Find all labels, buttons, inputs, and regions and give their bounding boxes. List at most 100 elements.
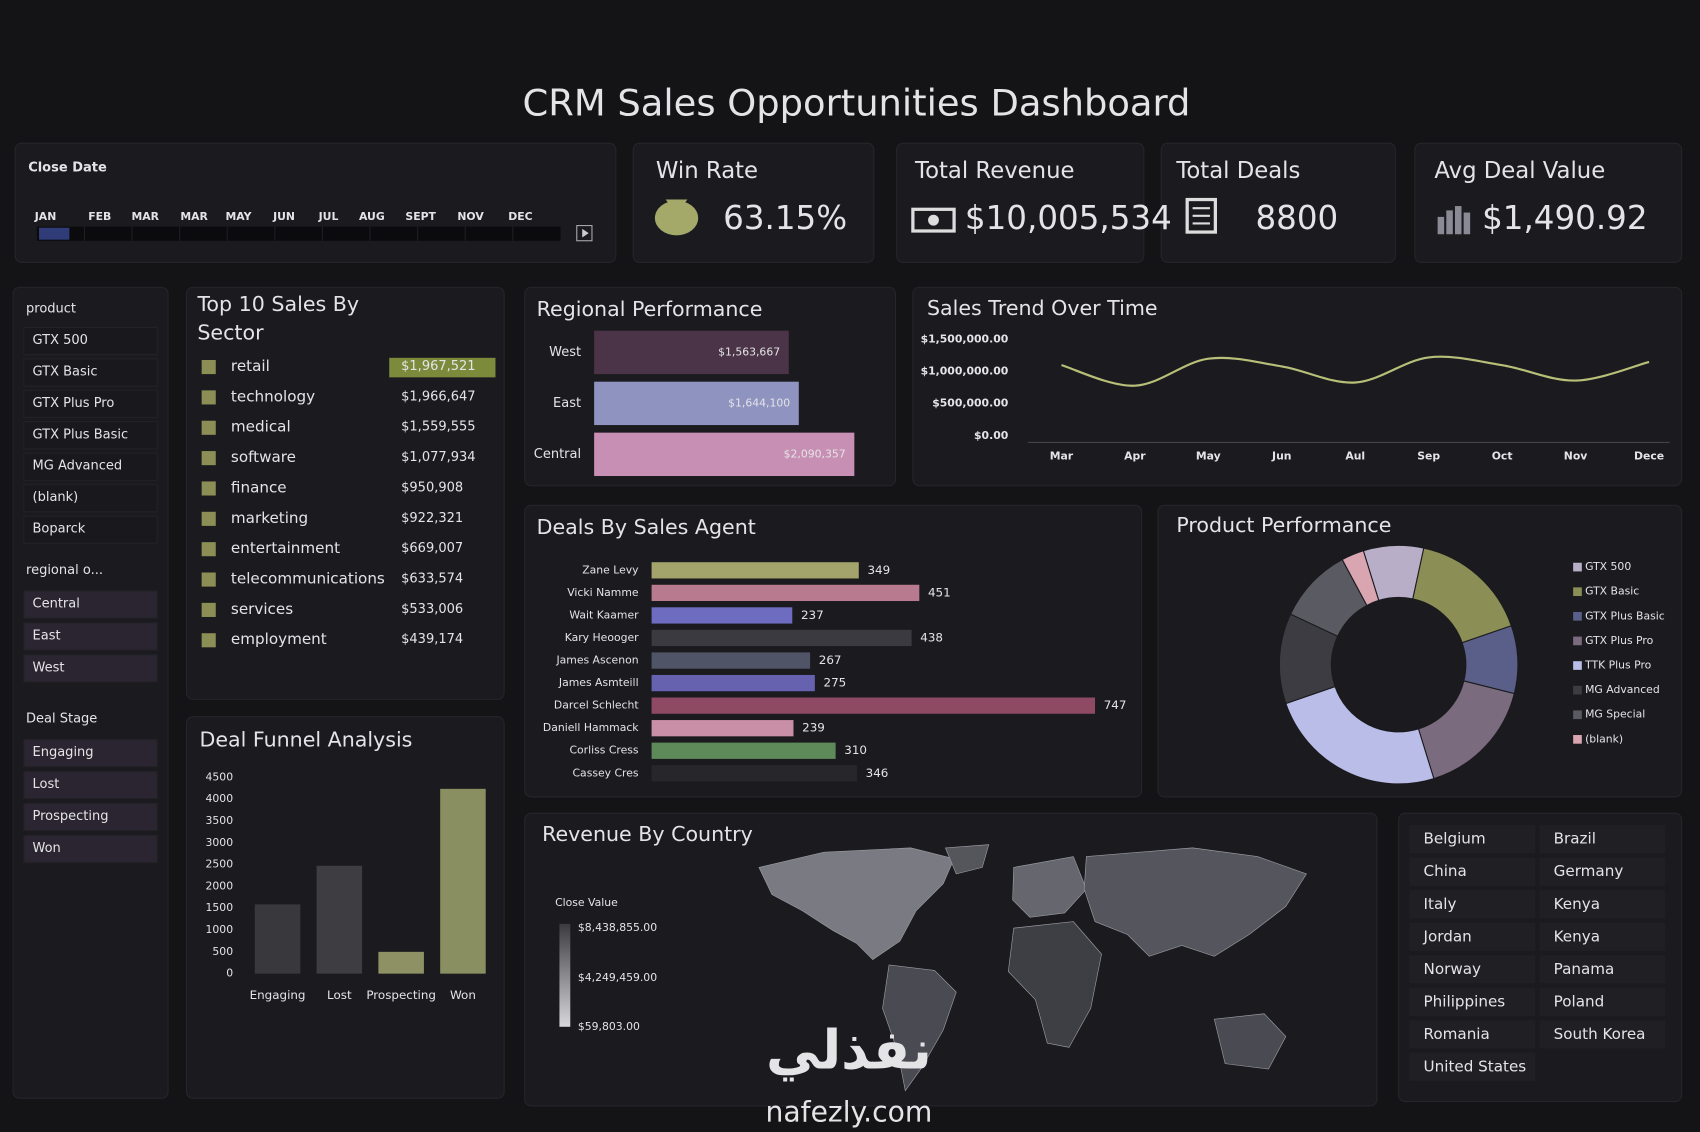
map-region (758, 847, 955, 960)
sector-name: software (231, 448, 296, 466)
x-tick-label: Dece (1634, 449, 1664, 462)
month-label: JUN (272, 210, 295, 223)
timeline-selection[interactable] (39, 227, 70, 240)
kpi-label: Avg Deal Value (1434, 158, 1605, 184)
donut-slice (1341, 550, 1380, 607)
slicer-item-label: GTX 500 (33, 333, 88, 348)
country-name: South Korea (1554, 1025, 1646, 1043)
bar (651, 584, 920, 602)
country-name: Panama (1554, 960, 1615, 978)
country-name: Germany (1554, 862, 1624, 880)
category-label: Darcel Schlecht (554, 699, 639, 712)
table-cell (1539, 890, 1666, 919)
table-cell (1539, 1020, 1666, 1049)
month-label: MAR (180, 210, 208, 223)
legend-label: TTK Plus Pro (1584, 659, 1652, 672)
slicer-item[interactable] (23, 654, 158, 683)
sector-name: employment (231, 630, 327, 648)
country-name: Jordan (1423, 927, 1472, 945)
month-label: DEC (508, 210, 532, 223)
month-label: JUL (318, 210, 339, 223)
panel (1157, 504, 1683, 798)
table-cell (1539, 922, 1666, 951)
play-button[interactable] (576, 225, 593, 242)
legend-swatch (1573, 587, 1582, 597)
country-name: Kenya (1554, 895, 1600, 913)
bar (594, 381, 799, 426)
data-label: 267 (819, 653, 842, 667)
slicer-item[interactable] (23, 326, 158, 356)
x-tick-label: Engaging (250, 988, 306, 1002)
map-legend-title: Close Value (555, 896, 618, 909)
bar (651, 652, 811, 669)
slicer-item[interactable] (23, 515, 158, 544)
slicer-item-label: GTX Basic (33, 364, 98, 379)
money-bag-top (665, 199, 688, 209)
cash-icon-coin (928, 214, 939, 226)
legend-label: GTX Plus Pro (1585, 634, 1654, 647)
slicer-item[interactable] (23, 358, 158, 387)
table-cell (1409, 890, 1536, 919)
sector-name: services (231, 600, 293, 618)
map-legend-bar (559, 923, 571, 1027)
x-tick-label: Prospecting (366, 988, 436, 1002)
chart-title: Deal Funnel Analysis (199, 728, 412, 752)
dashboard-title: CRM Sales Opportunities Dashboard (523, 82, 1191, 125)
sector-swatch (201, 390, 216, 405)
month-label: JAN (34, 210, 56, 223)
slicer-item[interactable] (23, 834, 158, 864)
slicer-item[interactable] (23, 452, 158, 481)
y-tick-label: 4000 (206, 792, 234, 805)
slicer-item[interactable] (23, 421, 158, 450)
y-tick-label: 4500 (206, 770, 234, 783)
slicer-item[interactable] (23, 590, 158, 619)
kpi-value: $10,005,534 (965, 199, 1172, 237)
chart-icon-bar (1437, 216, 1445, 235)
panel (896, 142, 1145, 263)
slicer-item-label: GTX Plus Pro (33, 396, 115, 411)
sector-value: $439,174 (401, 632, 463, 647)
bar (651, 720, 794, 737)
bar (651, 629, 912, 647)
slicer-item[interactable] (23, 622, 158, 651)
month-label: AUG (359, 210, 385, 223)
slicer-item[interactable] (23, 484, 158, 513)
data-label: $1,644,100 (728, 396, 790, 409)
data-label: 275 (824, 676, 847, 690)
legend-swatch (1573, 710, 1582, 720)
chart-title: Sales Trend Over Time (927, 296, 1158, 320)
chart-title: Deals By Sales Agent (537, 515, 756, 539)
slicer-title: product (26, 302, 76, 317)
data-label: 346 (866, 766, 889, 780)
x-tick-label: Won (450, 988, 476, 1002)
sector-swatch (201, 511, 216, 526)
kpi-label: Total Deals (1175, 158, 1300, 184)
category-label: Zane Levy (582, 563, 639, 576)
sector-value: $1,967,521 (401, 359, 475, 374)
y-tick-label: 0 (226, 967, 233, 980)
table-cell (1539, 955, 1666, 984)
country-name: Norway (1424, 960, 1482, 978)
kpi-label: Win Rate (656, 158, 758, 184)
table-cell (1539, 825, 1666, 854)
row-highlight (389, 357, 496, 378)
slicer-title: Close Date (28, 161, 107, 176)
slicer-item-label: Central (33, 596, 80, 611)
category-label: James Ascenon (555, 654, 638, 667)
map-legend-label: $59,803.00 (578, 1020, 640, 1033)
sector-name: technology (231, 387, 315, 405)
sector-swatch (201, 451, 216, 466)
slicer-item[interactable] (23, 802, 158, 832)
slicer-item[interactable] (23, 389, 158, 419)
category-label: Vicki Namme (567, 586, 639, 599)
data-label: 239 (802, 721, 825, 735)
legend-swatch (1573, 562, 1582, 572)
legend-label: (blank) (1585, 732, 1623, 745)
table-cell (1539, 987, 1666, 1016)
slicer-item[interactable] (23, 770, 158, 800)
data-label: 349 (867, 563, 890, 577)
map-region (882, 964, 957, 1092)
slicer-item[interactable] (23, 738, 158, 768)
x-tick-label: Apr (1124, 449, 1146, 462)
